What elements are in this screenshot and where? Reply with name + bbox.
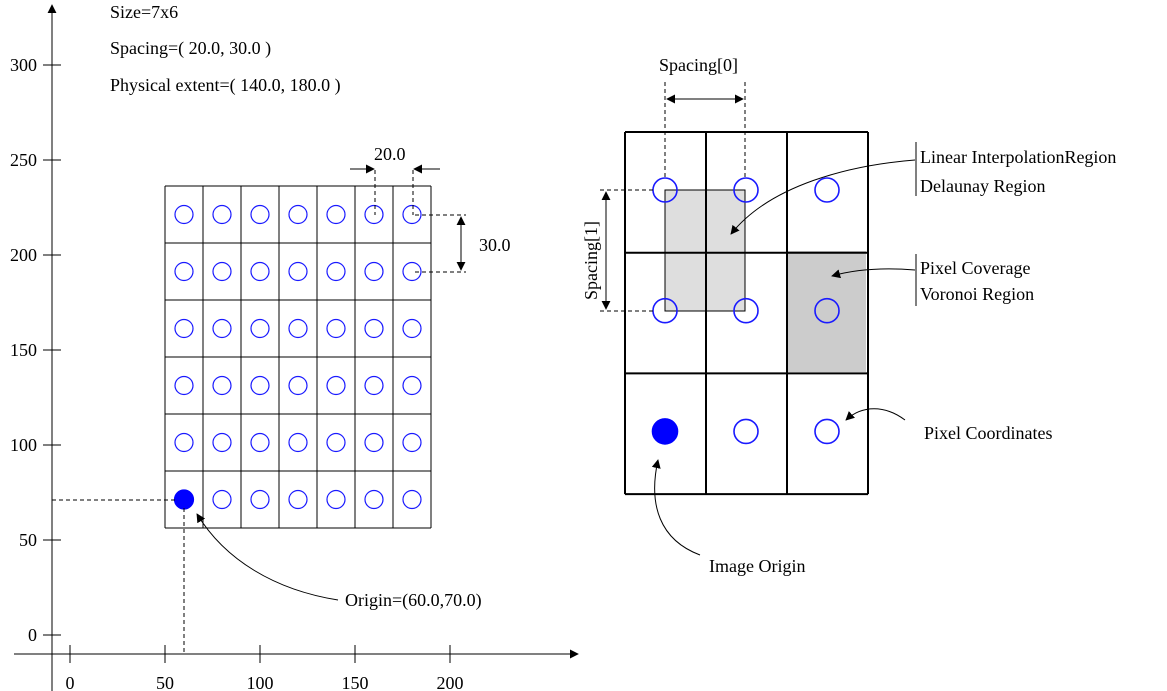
spacing-x-value: 20.0 xyxy=(374,144,406,164)
pixel-center xyxy=(212,318,232,339)
x-tick-label: 150 xyxy=(342,673,369,691)
linear-interpolation-callout: Linear InterpolationRegion Delaunay Regi… xyxy=(730,142,1116,235)
pixel-center xyxy=(250,204,270,225)
spacing1-label: Spacing[1] xyxy=(581,221,601,300)
pixel-center xyxy=(733,297,759,324)
pixel-center xyxy=(814,418,840,445)
pixel-center xyxy=(402,432,422,453)
pixel-center xyxy=(326,261,346,282)
pixel-center xyxy=(733,177,759,203)
pixel-center xyxy=(174,375,194,396)
pixel-center xyxy=(288,261,308,282)
pixel-center xyxy=(364,261,384,282)
pixel-center xyxy=(174,432,194,453)
pixel-center xyxy=(250,489,270,510)
pixel-center xyxy=(326,432,346,453)
pixel-center xyxy=(364,318,384,339)
pixel-center xyxy=(212,204,232,225)
spacing0-annotation: Spacing[0] xyxy=(659,55,746,178)
pixel-coordinates-callout: Pixel Coordinates xyxy=(845,408,1053,443)
spacing0-label: Spacing[0] xyxy=(659,55,738,75)
pixel-center xyxy=(364,375,384,396)
pixel-center xyxy=(402,375,422,396)
pixel-center xyxy=(326,489,346,510)
pixel-center xyxy=(288,489,308,510)
linear-interpolation-label: Linear InterpolationRegion xyxy=(920,147,1116,167)
left-panel: 0 50 100 150 200 250 300 0 50 100 150 200 Size=7x6… xyxy=(10,2,579,691)
pixel-center xyxy=(326,318,346,339)
pixel-center xyxy=(402,261,422,282)
x-tick-label: 200 xyxy=(437,673,464,691)
pixel-center xyxy=(364,432,384,453)
pixel-coverage-callout: Pixel Coverage Voronoi Region xyxy=(831,254,1034,306)
pixel-center xyxy=(326,375,346,396)
pixel-center xyxy=(814,297,840,324)
origin-pixel-marker xyxy=(173,489,195,510)
voronoi-label: Voronoi Region xyxy=(920,284,1034,304)
pixel-center xyxy=(174,204,194,225)
pixel-center xyxy=(250,432,270,453)
pixel-coverage-label: Pixel Coverage xyxy=(920,258,1030,278)
x-tick-label: 100 xyxy=(247,673,274,691)
spacing-label: Spacing=( 20.0, 30.0 ) xyxy=(110,38,271,59)
right-panel: Spacing[0] Spacing[1] Linear Interpolati… xyxy=(581,55,1116,576)
image-origin-callout: Image Origin xyxy=(651,459,805,576)
x-tick-label: 0 xyxy=(66,673,75,691)
y-tick-label: 300 xyxy=(10,55,37,75)
pixel-center xyxy=(174,318,194,339)
right-pixel-centers xyxy=(651,177,840,445)
pixel-center xyxy=(402,489,422,510)
spacing-y-value: 30.0 xyxy=(479,235,511,255)
size-label: Size=7x6 xyxy=(110,2,178,22)
y-tick-label: 150 xyxy=(10,340,37,360)
origin-annotation: Origin=(60.0,70.0) xyxy=(52,499,482,654)
pixel-coverage-region xyxy=(787,251,866,372)
pixel-center xyxy=(402,204,422,225)
pixel-center xyxy=(733,418,759,445)
pixel-center xyxy=(402,318,422,339)
image-origin-label: Image Origin xyxy=(709,556,805,576)
pixel-center xyxy=(174,261,194,282)
pixel-center xyxy=(212,432,232,453)
pixel-center xyxy=(288,375,308,396)
y-tick-label: 100 xyxy=(10,435,37,455)
x-tick-label: 50 xyxy=(156,673,174,691)
origin-label: Origin=(60.0,70.0) xyxy=(345,590,482,611)
pixel-center xyxy=(288,432,308,453)
y-tick-label: 0 xyxy=(28,625,37,645)
pixel-center xyxy=(212,261,232,282)
pixel-center xyxy=(326,204,346,225)
y-axis-ticks: 0 50 100 150 200 250 300 xyxy=(10,55,61,645)
delaunay-label: Delaunay Region xyxy=(920,176,1045,196)
left-pixel-centers xyxy=(173,204,422,510)
y-tick-label: 250 xyxy=(10,150,37,170)
right-pixel-grid xyxy=(624,131,869,496)
pixel-center xyxy=(288,318,308,339)
pixel-center xyxy=(288,204,308,225)
image-origin-pixel-marker xyxy=(651,418,679,445)
pixel-center xyxy=(364,489,384,510)
pixel-center xyxy=(250,318,270,339)
spacing-x-annotation: 20.0 xyxy=(350,144,440,215)
pixel-center xyxy=(364,204,384,225)
pixel-center xyxy=(212,489,232,510)
pixel-center xyxy=(250,261,270,282)
y-tick-label: 200 xyxy=(10,245,37,265)
y-tick-label: 50 xyxy=(19,530,37,550)
spacing-y-annotation: 30.0 xyxy=(415,214,511,273)
pixel-coordinates-label: Pixel Coordinates xyxy=(924,423,1053,443)
pixel-center xyxy=(250,375,270,396)
pixel-center xyxy=(212,375,232,396)
spacing1-annotation: Spacing[1] xyxy=(581,189,654,312)
x-axis-ticks: 0 50 100 150 200 xyxy=(66,645,464,691)
left-pixel-grid xyxy=(164,185,432,529)
pixel-center xyxy=(814,177,840,203)
physical-extent-label: Physical extent=( 140.0, 180.0 ) xyxy=(110,75,341,96)
